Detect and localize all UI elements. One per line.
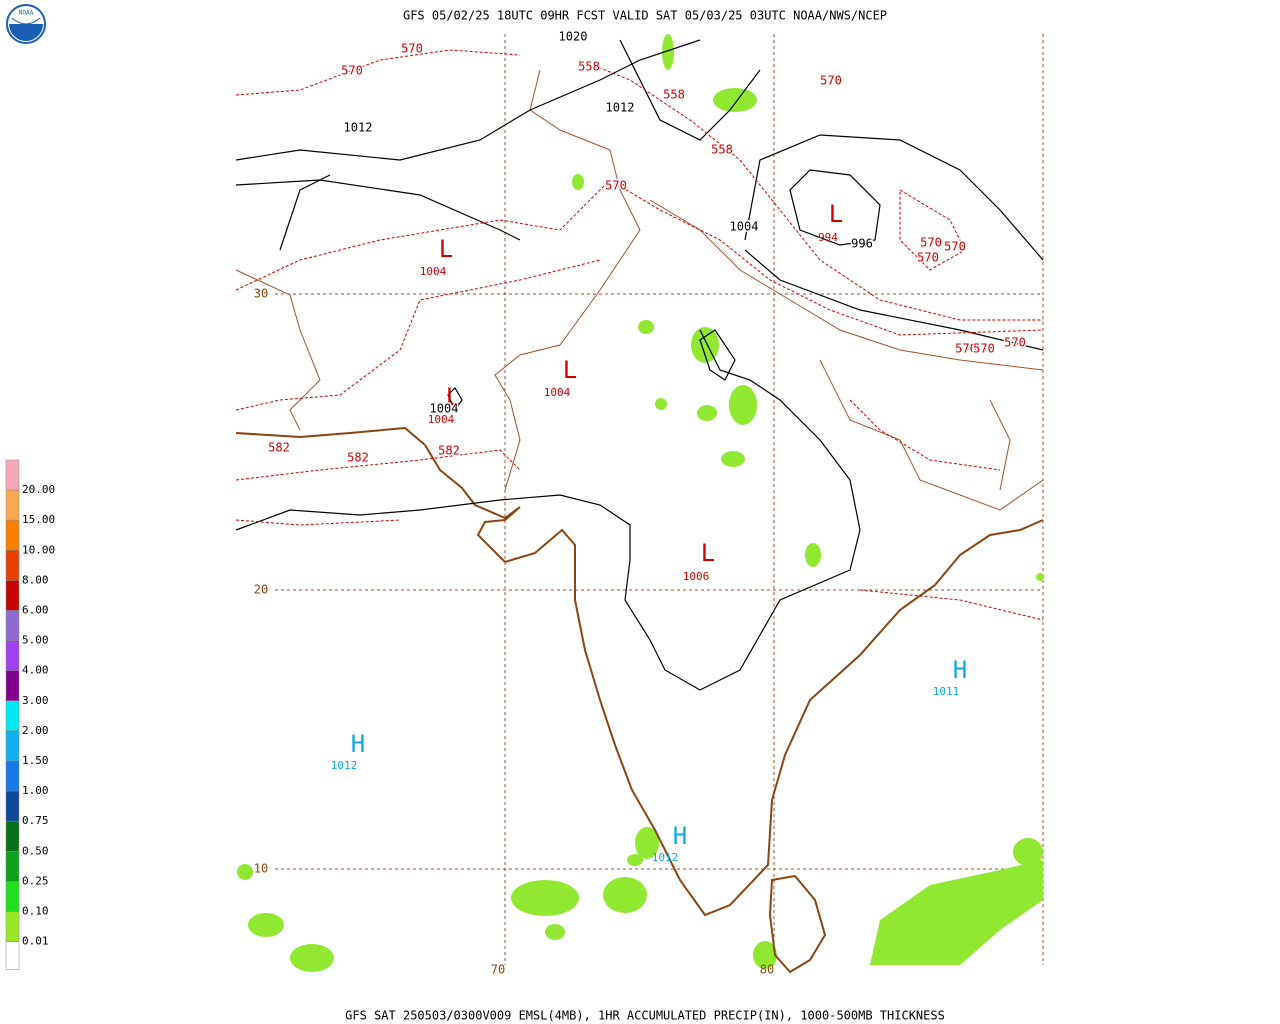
legend-label: 0.10: [22, 905, 49, 918]
borders: [235, 69, 1044, 511]
thickness-label: 582: [268, 441, 290, 455]
legend-swatch: [5, 700, 20, 732]
latitude-label: 20: [254, 583, 268, 597]
low-symbol: L: [829, 200, 843, 228]
thickness-label: 558: [663, 88, 685, 102]
legend-label: 0.75: [22, 814, 49, 827]
thickness-label: 570: [605, 179, 627, 193]
legend-swatch: [5, 851, 20, 882]
isobar-label: 1020: [559, 30, 588, 44]
svg-text:NOAA: NOAA: [19, 10, 34, 17]
legend-label: 0.25: [22, 874, 49, 887]
thickness-label: 570: [920, 236, 942, 250]
legend-swatch-empty: [5, 941, 20, 970]
thickness-label: 570: [944, 240, 966, 254]
thickness-label: 570: [955, 342, 977, 356]
isobar-label: 1004: [430, 402, 459, 416]
legend-label: 1.00: [22, 784, 49, 797]
isobar-label: 1012: [606, 101, 635, 115]
grid: [275, 34, 1044, 965]
legend-swatch: [5, 550, 20, 581]
legend-swatch: [5, 640, 20, 671]
low-pressure: 994: [818, 231, 838, 244]
legend-swatch: [5, 730, 20, 762]
legend-swatch: [5, 881, 20, 912]
coastline: [235, 426, 1044, 974]
noaa-logo: NOAA: [6, 4, 46, 44]
legend-swatch: [5, 610, 20, 641]
legend-swatch: [5, 911, 20, 942]
thickness-label: 558: [578, 60, 600, 74]
legend-label: 15.00: [22, 513, 55, 526]
high-pressure: 1012: [331, 759, 358, 772]
thickness-label: 570: [401, 42, 423, 56]
thickness-label: 558: [711, 143, 733, 157]
legend-label: 5.00: [22, 634, 49, 647]
isobars: [235, 39, 1044, 691]
legend-label: 0.01: [22, 935, 49, 948]
low-pressure: 1006: [683, 570, 710, 583]
isobar-label: 1012: [344, 121, 373, 135]
legend: 20.00 15.00 10.00 8.00 6.00 5.00 4.00 3.00 2.00 1…: [5, 459, 55, 970]
thickness: [235, 49, 1044, 621]
legend-label: 4.00: [22, 664, 49, 677]
title: GFS 05/02/25 18UTC 09HR FCST VALID SAT 0…: [403, 9, 887, 23]
legend-label: 3.00: [22, 694, 49, 707]
high-pressure: 1012: [652, 851, 679, 864]
thickness-label: 582: [438, 444, 460, 458]
high-pressure: 1011: [933, 685, 960, 698]
latitude-label: 30: [254, 287, 268, 301]
thickness-label: 570: [341, 64, 363, 78]
legend-label: 6.00: [22, 604, 49, 617]
high-symbol: H: [673, 822, 687, 850]
thickness-label: 570: [820, 74, 842, 88]
legend-swatch: [5, 489, 20, 521]
thickness-label: 570: [973, 342, 995, 356]
high-symbol: H: [953, 656, 967, 684]
low-symbol: L: [563, 356, 577, 384]
legend-swatch: [5, 760, 20, 792]
legend-label: 0.50: [22, 844, 49, 857]
legend-swatch: [5, 519, 20, 551]
low-pressure: 1004: [420, 265, 447, 278]
low-pressure: 1004: [428, 413, 455, 426]
thickness-label: 570: [1004, 336, 1026, 350]
thickness-label: 582: [347, 451, 369, 465]
legend-label: 8.00: [22, 573, 49, 586]
legend-swatch: [5, 580, 20, 611]
thickness-label: 570: [917, 251, 939, 265]
isobar-label: 996: [851, 237, 873, 251]
low-symbol: L: [701, 539, 715, 567]
legend-swatch: [5, 459, 20, 491]
longitude-label: 80: [760, 963, 774, 977]
low-symbol: L: [439, 235, 453, 263]
legend-label: 2.00: [22, 724, 49, 737]
legend-swatch: [5, 790, 20, 822]
footer-caption: GFS SAT 250503/0300V009 EMSL(4MB), 1HR A…: [345, 1009, 945, 1023]
low-pressure: 1004: [544, 386, 571, 399]
legend-label: 20.00: [22, 483, 55, 496]
latitude-label: 10: [254, 862, 268, 876]
precip: [237, 34, 1044, 972]
legend-swatch: [5, 670, 20, 702]
legend-label: 10.00: [22, 543, 55, 556]
low-symbol: L: [446, 383, 460, 411]
longitude-label: 70: [491, 963, 505, 977]
legend-swatch: [5, 820, 20, 852]
high-symbol: H: [351, 730, 365, 758]
isobar-label: 1004: [730, 220, 759, 234]
legend-label: 1.50: [22, 754, 49, 767]
